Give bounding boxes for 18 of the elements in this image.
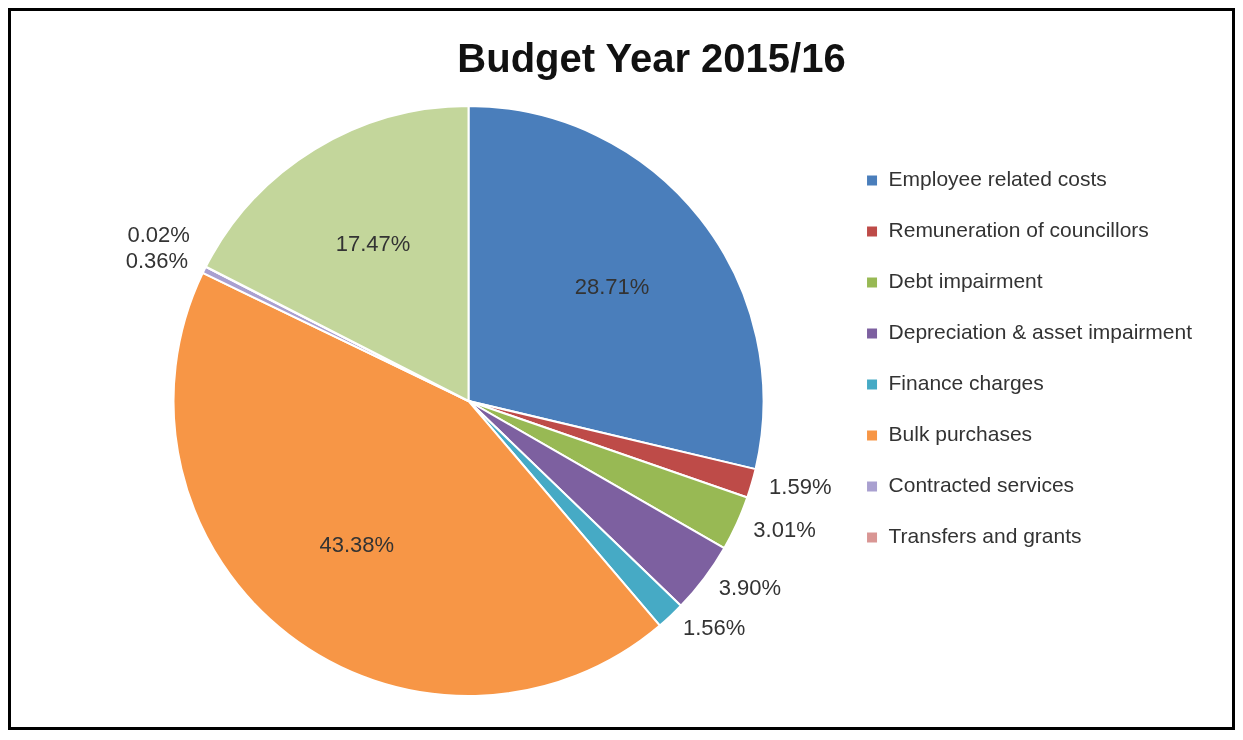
data-label: 0.36% (125, 247, 189, 273)
data-label: 0.02% (127, 221, 190, 247)
data-label: 28.71% (574, 273, 650, 299)
legend-label: Debt impairment (888, 269, 1043, 293)
data-label: 1.56% (682, 615, 746, 641)
data-label: 43.38% (319, 531, 395, 557)
data-label: 1.59% (769, 474, 832, 500)
legend-label: Depreciation & asset impairment (888, 320, 1193, 344)
data-label: 3.01% (753, 516, 816, 542)
data-label: 3.90% (718, 575, 782, 601)
legend-label: Contracted services (888, 473, 1075, 497)
legend-label: Transfers and grants (888, 524, 1082, 548)
legend-label: Bulk purchases (888, 422, 1033, 446)
chart-title: Budget Year 2015/16 (457, 36, 846, 81)
legend-label: Remuneration of councillors (888, 218, 1149, 242)
data-label: 17.47% (335, 231, 411, 257)
legend-label: Finance charges (888, 371, 1044, 395)
legend-label: Employee related costs (888, 167, 1107, 191)
